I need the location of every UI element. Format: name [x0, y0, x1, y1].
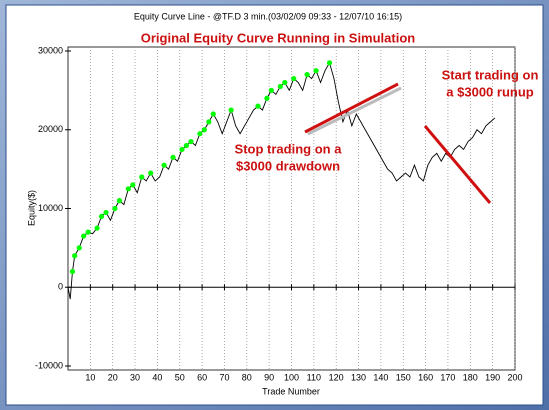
marker — [148, 170, 154, 176]
marker — [326, 60, 333, 66]
x-tick-label: 80 — [242, 372, 252, 382]
x-tick-label: 140 — [373, 372, 388, 382]
marker — [188, 138, 194, 145]
marker — [201, 127, 207, 133]
x-tick-label: 120 — [329, 372, 344, 382]
marker — [85, 229, 91, 235]
x-tick-label: 180 — [463, 372, 478, 382]
x-tick-label: 50 — [175, 372, 185, 382]
marker — [268, 87, 274, 93]
marker — [282, 79, 288, 86]
y-tick-label: 0 — [58, 282, 63, 292]
x-tick-label: 110 — [307, 372, 321, 382]
shadow-line — [307, 86, 402, 136]
x-tick-label: 60 — [197, 372, 207, 382]
marker — [94, 225, 100, 231]
x-tick-label: 20 — [108, 372, 118, 382]
chart-title: Equity Curve Line - @TF.D 3 min.(03/02/0… — [134, 11, 402, 21]
y-tick-label: 10000 — [38, 203, 63, 213]
marker — [206, 119, 212, 125]
marker — [125, 186, 131, 192]
annotation: Stop trading on a — [235, 141, 343, 156]
marker — [116, 198, 123, 204]
marker — [130, 182, 136, 188]
x-tick-label: 160 — [418, 372, 433, 382]
marker — [255, 103, 261, 109]
annotation-line — [304, 82, 399, 134]
subtitle: Original Equity Curve Running in Simulat… — [141, 30, 416, 45]
x-axis-label: Trade Number — [262, 386, 320, 396]
marker — [72, 253, 78, 259]
marker — [228, 107, 234, 113]
y-tick-label: -10000 — [35, 360, 63, 370]
x-tick-label: 40 — [152, 372, 162, 382]
marker — [291, 75, 297, 82]
marker — [313, 68, 319, 74]
panel — [5, 4, 544, 406]
x-tick-label: 70 — [219, 372, 229, 382]
annotation: Start trading on — [442, 67, 539, 82]
marker — [264, 95, 270, 101]
annotation: $3000 drawdown — [236, 158, 340, 173]
marker — [98, 213, 105, 219]
marker — [112, 205, 118, 212]
marker — [183, 142, 190, 149]
marker — [103, 209, 109, 216]
marker — [161, 162, 167, 168]
marker — [139, 174, 145, 180]
x-tick-label: 200 — [507, 372, 522, 382]
marker — [304, 72, 310, 78]
x-tick-label: 190 — [485, 372, 500, 382]
marker — [179, 146, 185, 153]
x-tick-label: 10 — [85, 372, 95, 382]
x-tick-label: 150 — [396, 372, 411, 382]
marker — [69, 268, 76, 275]
marker — [210, 111, 216, 117]
marker — [277, 83, 283, 90]
plot-area: 10 20 30 40 50 60 70 80 90 100 110 120 130 140 150 160 1… — [35, 45, 523, 382]
marker — [76, 245, 82, 251]
y-tick-label: 20000 — [38, 124, 63, 134]
annotation: a $3000 runup — [446, 84, 533, 99]
y-axis-label: Equity($) — [26, 190, 36, 226]
marker — [81, 233, 87, 239]
marker — [170, 154, 176, 160]
annotation-line — [423, 125, 492, 204]
x-tick-label: 170 — [440, 372, 455, 382]
x-tick-label: 30 — [130, 372, 140, 382]
x-tick-label: 130 — [351, 372, 366, 382]
x-tick-label: 90 — [264, 372, 274, 382]
marker — [197, 131, 203, 137]
x-tick-label: 100 — [284, 372, 299, 382]
y-tick-label: 30000 — [38, 45, 63, 55]
